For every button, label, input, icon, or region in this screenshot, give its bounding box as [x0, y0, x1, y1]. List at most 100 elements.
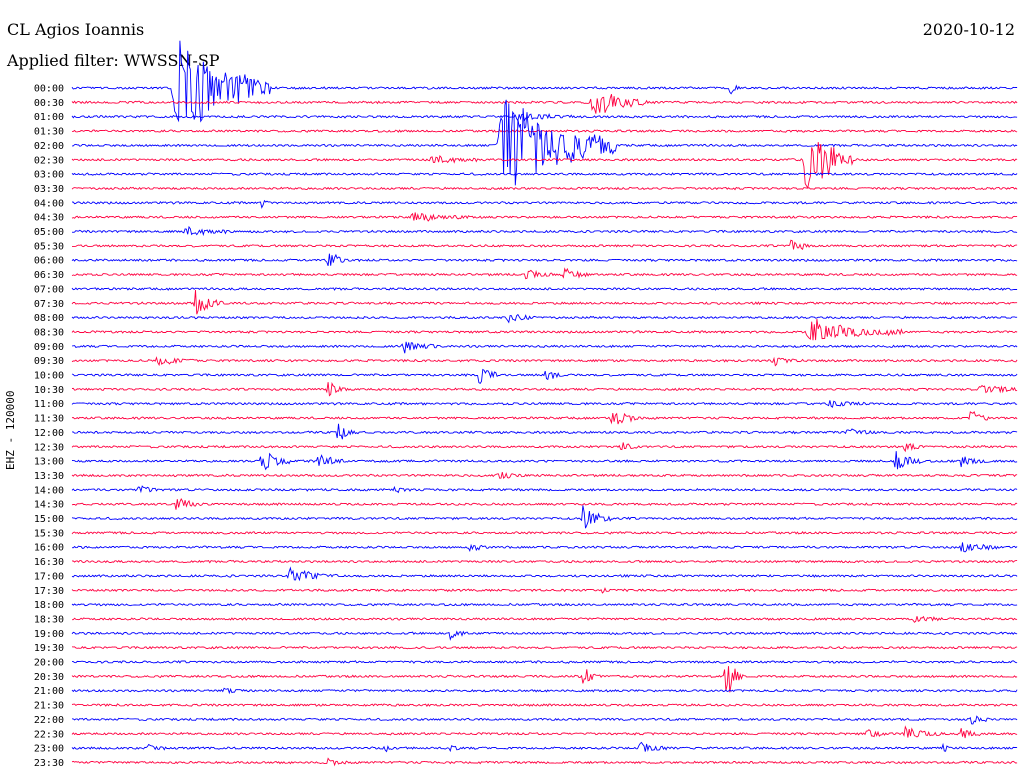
trace-row-2200: [71, 715, 1018, 725]
row-time-label: 03:30: [34, 184, 64, 195]
trace-row-0330: [71, 186, 1018, 191]
trace-row-1430: [71, 498, 1018, 510]
row-time-label: 17:30: [34, 586, 64, 597]
trace-row-1500: [71, 505, 1018, 529]
trace-row-0100: [71, 113, 1018, 122]
row-time-label: 16:00: [34, 543, 64, 554]
row-time-label: 02:30: [34, 155, 64, 166]
trace-row-1230: [71, 442, 1018, 453]
row-time-label: 17:00: [34, 571, 64, 582]
trace-row-0030: [71, 94, 1018, 114]
row-time-label: 15:00: [34, 514, 64, 525]
row-time-label: 20:30: [34, 672, 64, 683]
row-time-label: 21:30: [34, 701, 64, 712]
row-time-label: 08:00: [34, 313, 64, 324]
trace-row-0630: [71, 267, 1018, 280]
trace-row-0000: [71, 40, 1018, 123]
row-time-label: 13:00: [34, 457, 64, 468]
trace-row-1930: [71, 645, 1018, 650]
row-time-label: 06:30: [34, 270, 64, 281]
row-time-label: 14:30: [34, 500, 64, 511]
trace-row-0930: [71, 356, 1018, 367]
filter-label: Applied filter: WWSSN-SP: [7, 51, 220, 70]
trace-row-1700: [71, 566, 1018, 582]
trace-row-1300: [71, 451, 1018, 471]
row-time-label: 20:00: [34, 658, 64, 669]
date-label: 2020-10-12: [922, 20, 1015, 39]
trace-row-0400: [71, 199, 1018, 209]
row-time-label: 09:00: [34, 342, 64, 353]
trace-row-0530: [72, 239, 1018, 250]
row-time-label: 03:00: [34, 170, 64, 181]
trace-row-1330: [71, 472, 1018, 479]
row-time-label: 14:00: [34, 485, 64, 496]
trace-row-0500: [71, 225, 1018, 237]
row-time-label: 10:00: [34, 371, 64, 382]
row-time-label: 12:00: [34, 428, 64, 439]
row-time-label: 02:00: [34, 141, 64, 152]
row-time-label: 05:00: [34, 227, 64, 238]
row-time-label: 09:30: [34, 356, 64, 367]
row-time-label: 06:00: [34, 256, 64, 267]
trace-row-1630: [71, 559, 1018, 564]
row-time-label: 01:30: [34, 127, 64, 138]
trace-row-1200: [72, 423, 1018, 440]
row-time-label: 21:00: [34, 686, 64, 697]
trace-row-1030: [71, 381, 1018, 397]
trace-row-0430: [71, 212, 1018, 222]
trace-row-1730: [71, 587, 1018, 594]
row-time-label: 22:30: [34, 729, 64, 740]
row-time-label: 18:00: [34, 600, 64, 611]
row-time-label: 15:30: [34, 528, 64, 539]
trace-row-2330: [71, 757, 1018, 767]
trace-row-0800: [71, 313, 1018, 324]
trace-row-2030: [71, 666, 1018, 693]
row-time-label: 19:00: [34, 629, 64, 640]
row-time-label: 12:30: [34, 442, 64, 453]
trace-row-0300: [71, 172, 1018, 176]
row-time-label: 23:00: [34, 744, 64, 755]
row-time-label: 23:30: [34, 758, 64, 769]
row-time-label: 11:30: [34, 414, 64, 425]
trace-row-0900: [71, 341, 1018, 354]
row-time-label: 04:30: [34, 213, 64, 224]
trace-row-1600: [71, 542, 1018, 553]
trace-row-1830: [72, 615, 1018, 623]
trace-row-2000: [72, 660, 1018, 664]
row-time-label: 07:00: [34, 284, 64, 295]
trace-row-1400: [71, 485, 1018, 494]
row-time-label: 07:30: [34, 299, 64, 310]
trace-row-1130: [71, 411, 1018, 425]
row-time-label: 13:30: [34, 471, 64, 482]
trace-row-1530: [71, 531, 1018, 535]
trace-row-0700: [71, 287, 1018, 291]
trace-row-1800: [71, 602, 1018, 607]
row-time-label: 05:30: [34, 241, 64, 252]
row-time-label: 19:30: [34, 643, 64, 654]
trace-row-2100: [71, 687, 1018, 695]
trace-row-2230: [71, 725, 1018, 739]
trace-row-1000: [71, 368, 1018, 385]
trace-row-0600: [71, 253, 1018, 266]
trace-row-0230: [71, 142, 1018, 189]
trace-row-2300: [71, 741, 1018, 753]
row-time-label: 16:30: [34, 557, 64, 568]
row-time-label: 04:00: [34, 198, 64, 209]
row-time-label: 22:00: [34, 715, 64, 726]
row-time-label: 11:00: [34, 399, 64, 410]
trace-row-0730: [71, 289, 1018, 315]
trace-row-1100: [71, 400, 1018, 408]
trace-row-1900: [71, 630, 1018, 641]
row-time-label: 10:30: [34, 385, 64, 396]
trace-row-2130: [71, 703, 1018, 708]
row-time-label: 01:00: [34, 112, 64, 123]
row-time-label: 08:30: [34, 327, 64, 338]
trace-row-0130: [71, 129, 1018, 133]
row-time-label: 18:30: [34, 614, 64, 625]
trace-row-0200: [72, 99, 1018, 186]
row-time-label: 00:00: [34, 84, 64, 95]
station-title: CL Agios Ioannis: [7, 20, 145, 39]
row-time-label: 00:30: [34, 98, 64, 109]
